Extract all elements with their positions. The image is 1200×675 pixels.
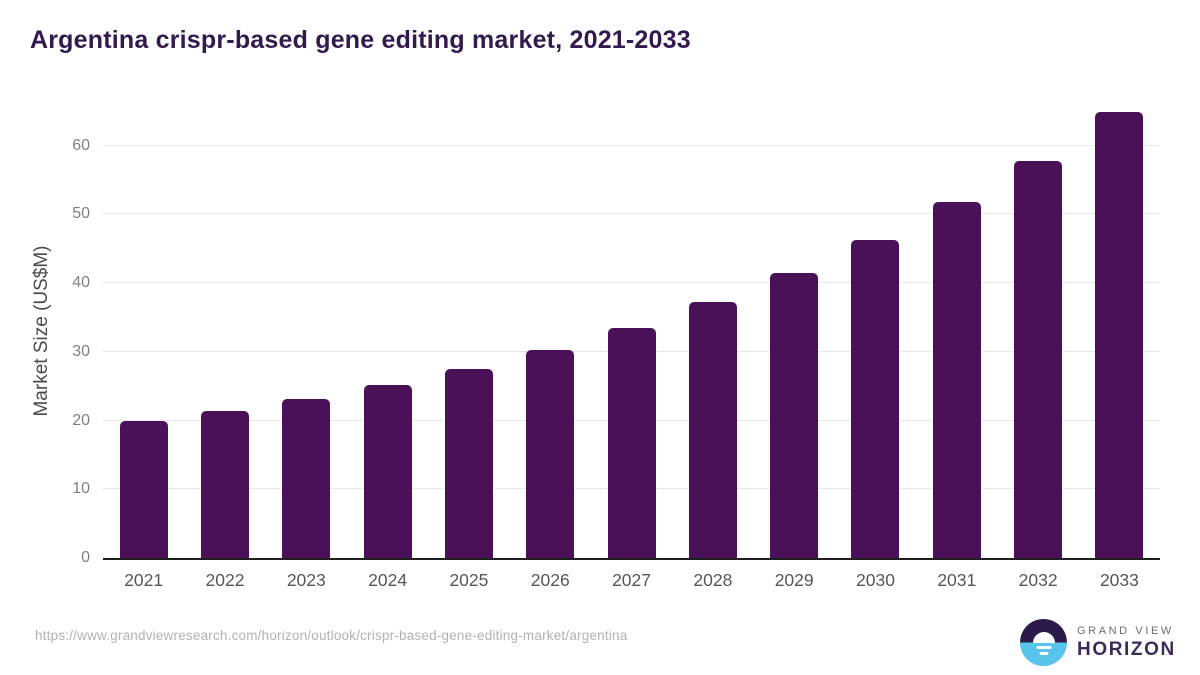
x-label-2030: 2030	[856, 570, 895, 590]
logo-brand-name: GRAND VIEW	[1077, 624, 1174, 637]
bar-2022[interactable]	[200, 410, 249, 558]
bar-2032[interactable]	[1014, 160, 1063, 558]
x-label-2027: 2027	[612, 570, 651, 590]
y-tick-label-30: 30	[72, 342, 90, 360]
bar-2030[interactable]	[851, 240, 900, 558]
bar-column-2029	[754, 105, 835, 558]
source-url: https://www.grandviewresearch.com/horizo…	[35, 628, 628, 643]
y-tick-label-0: 0	[81, 549, 90, 566]
y-tick-label-40: 40	[72, 274, 90, 292]
bar-column-2021	[103, 105, 184, 558]
gridline-60	[103, 144, 1160, 146]
bar-2028[interactable]	[688, 302, 737, 558]
y-tick-label-20: 20	[72, 411, 90, 429]
x-label-2024: 2024	[368, 570, 408, 590]
x-label-2025: 2025	[449, 570, 489, 590]
bar-2024[interactable]	[363, 385, 412, 558]
logo-wave-line	[1036, 645, 1051, 649]
y-axis-title: Market Size (US$M)	[31, 245, 52, 417]
bar-column-2023	[266, 105, 347, 558]
bar-column-2026	[510, 105, 591, 558]
horizon-logo-icon	[1020, 619, 1067, 666]
bar-2023[interactable]	[282, 398, 331, 558]
gridline-40	[103, 282, 1160, 284]
bar-column-2025	[428, 105, 509, 558]
x-label-2032: 2032	[1018, 570, 1058, 590]
x-label-2029: 2029	[774, 570, 814, 590]
bar-2021[interactable]	[119, 420, 168, 558]
x-label-2028: 2028	[693, 570, 733, 590]
bar-column-2028	[672, 105, 753, 558]
x-axis-labels: 2021 2022 2023 2024 2025 2026 2027 2028 2029 2030…	[103, 570, 1160, 591]
bar-column-2033	[1079, 105, 1160, 558]
logo-text: GRAND VIEW HORIZON	[1077, 625, 1176, 661]
logo-product-name: HORIZON	[1077, 638, 1176, 660]
bar-2026[interactable]	[526, 349, 575, 558]
bar-2031[interactable]	[932, 201, 981, 558]
bar-2025[interactable]	[444, 368, 493, 558]
bar-column-2031	[916, 105, 997, 558]
bars-layer	[103, 105, 1160, 558]
x-label-2033: 2033	[1099, 570, 1139, 590]
bar-column-2032	[997, 105, 1078, 558]
bar-2027[interactable]	[607, 327, 656, 558]
grand-view-horizon-logo: GRAND VIEW HORIZON	[1020, 619, 1176, 666]
logo-sun-dome	[1032, 631, 1055, 643]
bar-column-2024	[347, 105, 428, 558]
x-label-2031: 2031	[937, 570, 977, 590]
x-label-2023: 2023	[286, 570, 326, 590]
y-tick-label-50: 50	[72, 205, 90, 223]
x-label-2022: 2022	[205, 570, 245, 590]
bar-2033[interactable]	[1095, 111, 1144, 558]
y-tick-label-60: 60	[72, 136, 90, 154]
plot-area: 0 10 20 30 40 50 60	[72, 105, 1160, 566]
bar-column-2022	[184, 105, 265, 558]
logo-wave-line	[1039, 651, 1048, 655]
y-tick-label-10: 10	[72, 480, 90, 498]
bar-2029[interactable]	[770, 272, 819, 558]
bar-column-2030	[835, 105, 916, 558]
bar-column-2027	[591, 105, 672, 558]
chart-title: Argentina crispr-based gene editing mark…	[30, 26, 691, 54]
gridline-50	[103, 213, 1160, 215]
x-label-2026: 2026	[530, 570, 570, 590]
x-label-2021: 2021	[124, 570, 164, 590]
